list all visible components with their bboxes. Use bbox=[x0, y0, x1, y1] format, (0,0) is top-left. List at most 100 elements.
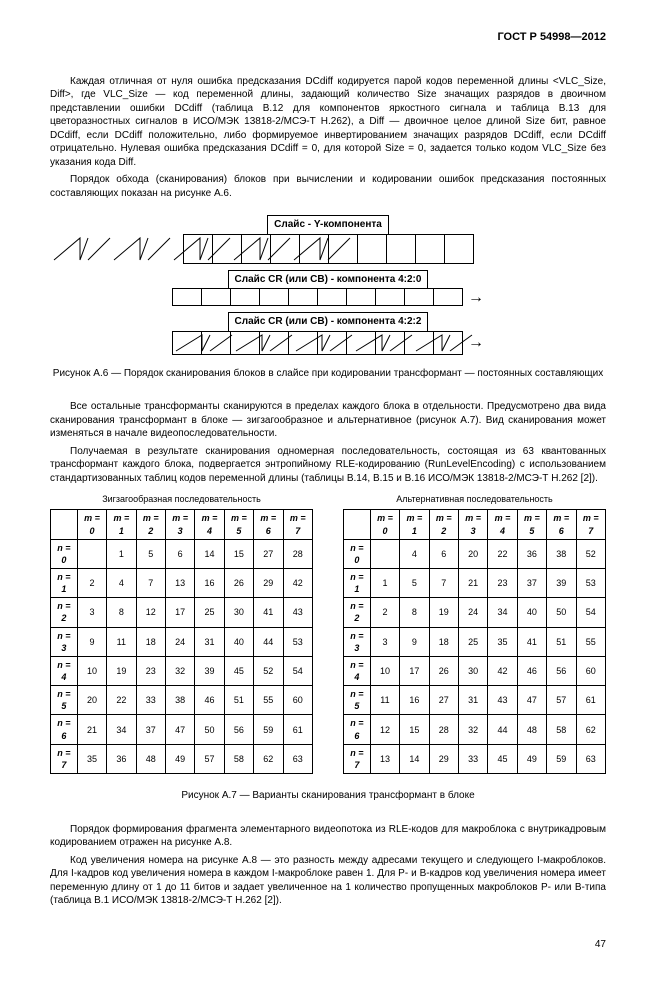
table-cell: 39 bbox=[195, 656, 224, 685]
table-cell: 13 bbox=[165, 569, 194, 598]
column-header: m = 7 bbox=[576, 510, 606, 539]
table-cell: 38 bbox=[547, 539, 576, 568]
table-cell: 46 bbox=[195, 686, 224, 715]
table-cell: 33 bbox=[136, 686, 165, 715]
row-header: n = 1 bbox=[344, 569, 371, 598]
table-cell: 58 bbox=[224, 744, 253, 773]
tables-container: Зигзагообразная последовательность m = 0… bbox=[50, 493, 606, 774]
table-cell: 3 bbox=[370, 627, 399, 656]
table-cell: 1 bbox=[107, 539, 136, 568]
table-cell: 16 bbox=[400, 686, 429, 715]
table-cell: 22 bbox=[488, 539, 517, 568]
table-cell: 10 bbox=[370, 656, 399, 685]
table-cell: 46 bbox=[517, 656, 546, 685]
row-header: n = 0 bbox=[51, 539, 78, 568]
body-paragraph: Код увеличения номера на рисунке А.8 — э… bbox=[50, 854, 606, 908]
table-cell: 16 bbox=[195, 569, 224, 598]
table-cell: 59 bbox=[254, 715, 283, 744]
row-header: n = 7 bbox=[51, 744, 78, 773]
row-header: n = 5 bbox=[344, 686, 371, 715]
table-cell: 14 bbox=[195, 539, 224, 568]
table-cell: 8 bbox=[400, 598, 429, 627]
column-header: m = 3 bbox=[165, 510, 194, 539]
column-header: m = 2 bbox=[136, 510, 165, 539]
table-cell: 58 bbox=[547, 715, 576, 744]
table-cell: 26 bbox=[429, 656, 458, 685]
table-cell: 15 bbox=[400, 715, 429, 744]
table-cell: 50 bbox=[195, 715, 224, 744]
column-header: m = 3 bbox=[458, 510, 487, 539]
zigzag-table: m = 0m = 1m = 2m = 3m = 4m = 5m = 6m = 7… bbox=[50, 509, 313, 774]
table-cell: 12 bbox=[370, 715, 399, 744]
row-header: n = 2 bbox=[51, 598, 78, 627]
table-cell: 5 bbox=[136, 539, 165, 568]
table-cell: 6 bbox=[429, 539, 458, 568]
table-cell: 17 bbox=[400, 656, 429, 685]
table-cell: 32 bbox=[165, 656, 194, 685]
table-cell: 52 bbox=[254, 656, 283, 685]
table-cell: 19 bbox=[429, 598, 458, 627]
table-cell: 20 bbox=[77, 686, 106, 715]
table-cell: 44 bbox=[488, 715, 517, 744]
table-cell: 6 bbox=[165, 539, 194, 568]
table-cell: 50 bbox=[547, 598, 576, 627]
table-cell: 61 bbox=[283, 715, 313, 744]
body-paragraph: Порядок обхода (сканирования) блоков при… bbox=[50, 173, 606, 200]
table-cell: 26 bbox=[224, 569, 253, 598]
table-cell: 30 bbox=[458, 656, 487, 685]
alt-table: m = 0m = 1m = 2m = 3m = 4m = 5m = 6m = 7… bbox=[343, 509, 606, 774]
table-cell: 18 bbox=[429, 627, 458, 656]
figure-caption: Рисунок А.6 — Порядок сканирования блоко… bbox=[50, 367, 606, 381]
column-header: m = 5 bbox=[224, 510, 253, 539]
table-cell: 61 bbox=[576, 686, 606, 715]
table-cell: 9 bbox=[400, 627, 429, 656]
column-header: m = 7 bbox=[283, 510, 313, 539]
table-cell: 11 bbox=[107, 627, 136, 656]
arrow-icon: → bbox=[468, 332, 484, 354]
table-cell: 44 bbox=[254, 627, 283, 656]
table-cell: 28 bbox=[283, 539, 313, 568]
table-caption: Альтернативная последовательность bbox=[343, 493, 606, 505]
column-header: m = 6 bbox=[547, 510, 576, 539]
body-paragraph: Все остальные трансформанты сканируются … bbox=[50, 400, 606, 441]
table-cell: 36 bbox=[517, 539, 546, 568]
table-cell: 51 bbox=[547, 627, 576, 656]
table-cell: 34 bbox=[488, 598, 517, 627]
row-header: n = 6 bbox=[51, 715, 78, 744]
column-header: m = 4 bbox=[195, 510, 224, 539]
table-cell: 7 bbox=[136, 569, 165, 598]
table-cell: 56 bbox=[547, 656, 576, 685]
table-cell: 25 bbox=[458, 627, 487, 656]
table-cell: 27 bbox=[429, 686, 458, 715]
table-cell: 36 bbox=[107, 744, 136, 773]
table-cell: 49 bbox=[517, 744, 546, 773]
table-cell: 60 bbox=[576, 656, 606, 685]
table-cell: 21 bbox=[458, 569, 487, 598]
table-cell: 51 bbox=[224, 686, 253, 715]
table-cell: 62 bbox=[254, 744, 283, 773]
table-cell: 49 bbox=[165, 744, 194, 773]
table-cell: 12 bbox=[136, 598, 165, 627]
table-cell: 19 bbox=[107, 656, 136, 685]
table-cell: 45 bbox=[488, 744, 517, 773]
table-cell: 48 bbox=[517, 715, 546, 744]
slice-label: Слайс CR (или CB) - компонента 4:2:2 bbox=[228, 312, 429, 332]
table-cell: 47 bbox=[517, 686, 546, 715]
table-cell: 21 bbox=[77, 715, 106, 744]
table-cell: 34 bbox=[107, 715, 136, 744]
column-header: m = 0 bbox=[370, 510, 399, 539]
table-cell: 35 bbox=[77, 744, 106, 773]
table-cell: 31 bbox=[458, 686, 487, 715]
table-cell: 62 bbox=[576, 715, 606, 744]
document-id: ГОСТ Р 54998—2012 bbox=[50, 30, 606, 45]
table-cell: 28 bbox=[429, 715, 458, 744]
row-header: n = 4 bbox=[344, 656, 371, 685]
table-cell: 41 bbox=[517, 627, 546, 656]
table-cell: 31 bbox=[195, 627, 224, 656]
table-cell: 24 bbox=[165, 627, 194, 656]
table-cell: 43 bbox=[488, 686, 517, 715]
table-cell: 57 bbox=[195, 744, 224, 773]
body-paragraph: Каждая отличная от нуля ошибка предсказа… bbox=[50, 75, 606, 170]
table-cell: 63 bbox=[576, 744, 606, 773]
slice-label: Слайс CR (или CB) - компонента 4:2:0 bbox=[228, 270, 429, 290]
